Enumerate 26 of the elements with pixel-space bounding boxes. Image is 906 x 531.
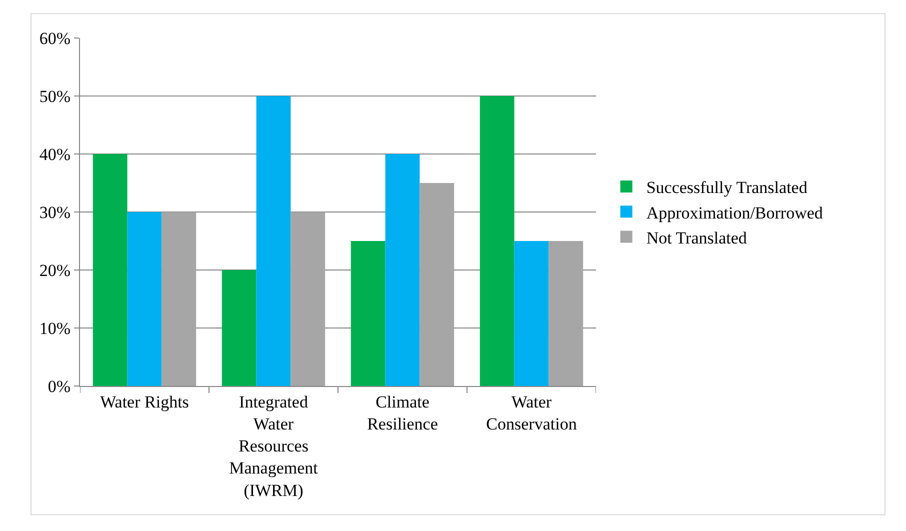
bar <box>290 212 326 386</box>
bar <box>385 154 420 386</box>
bar <box>127 212 162 386</box>
bar <box>480 96 514 386</box>
y-tick-label: 50% <box>39 86 71 106</box>
legend-label: Approximation/Borrowed <box>646 203 824 222</box>
bar <box>514 241 549 386</box>
y-tick-label: 10% <box>39 318 71 338</box>
bar <box>162 212 196 386</box>
y-tick-label: 30% <box>39 202 71 222</box>
bar <box>222 270 256 386</box>
bar <box>548 241 584 386</box>
legend-label: Not Translated <box>646 228 748 248</box>
x-tick-label: Water Rights <box>100 392 189 412</box>
bar <box>350 241 386 386</box>
bar <box>92 154 128 386</box>
x-tick-label: Climate Resilience <box>367 392 438 434</box>
bar <box>420 183 454 386</box>
y-tick-label: 20% <box>39 260 71 280</box>
legend-label: Successfully Translated <box>646 178 808 198</box>
y-tick-label: 0% <box>48 376 71 396</box>
bar <box>256 96 291 386</box>
y-tick-label: 60% <box>39 28 71 48</box>
x-tick-label: Integrated Water Resources Management (IWRM) <box>229 392 318 500</box>
x-tick-label: Water Conservation <box>486 392 578 434</box>
y-tick-label: 40% <box>39 144 71 164</box>
